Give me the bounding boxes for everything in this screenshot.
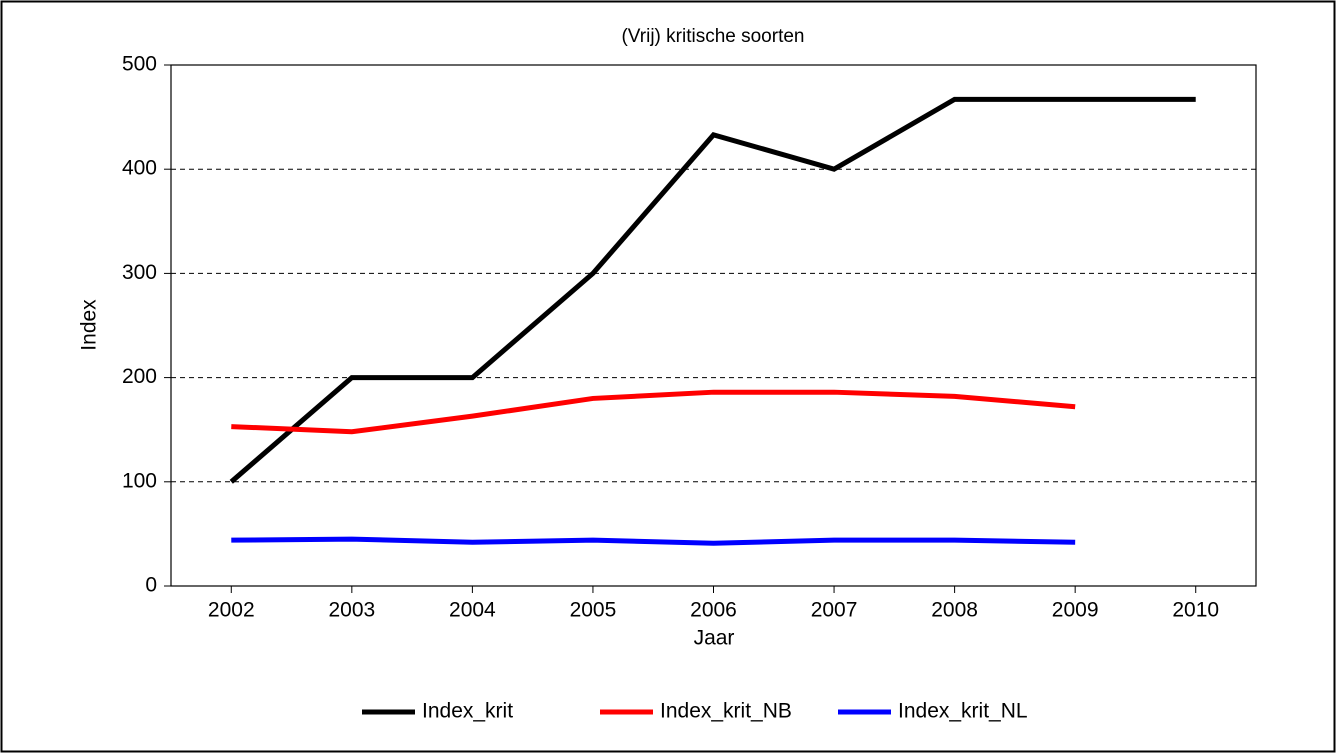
series-line (231, 389, 1076, 435)
y-axis-label: Index (78, 299, 101, 351)
y-tick-label: 500 (122, 53, 157, 76)
y-tick-label: 0 (145, 574, 157, 597)
x-tick-label: 2002 (208, 599, 255, 622)
legend-label: Index_krit_NL (898, 700, 1028, 723)
y-tick-label: 200 (122, 365, 157, 388)
x-tick-label: 2004 (449, 599, 496, 622)
series-line (229, 96, 1196, 484)
chart-title: (Vrij) kritische soorten (621, 26, 804, 47)
x-tick-label: 2008 (931, 599, 978, 622)
series-line (231, 536, 1076, 546)
plot-frame (170, 64, 1257, 587)
legend-label: Index_krit (422, 700, 513, 723)
y-tick-label: 300 (122, 261, 157, 284)
x-tick-label: 2003 (328, 599, 375, 622)
x-tick-label: 2005 (570, 599, 617, 622)
legend-label: Index_krit_NB (660, 700, 792, 723)
x-axis-label: Jaar (694, 627, 735, 650)
y-tick-label: 100 (122, 469, 157, 492)
y-tick-label: 400 (122, 157, 157, 180)
x-tick-label: 2010 (1172, 599, 1219, 622)
x-tick-label: 2007 (811, 599, 858, 622)
x-tick-label: 2006 (690, 599, 737, 622)
x-tick-label: 2009 (1052, 599, 1099, 622)
